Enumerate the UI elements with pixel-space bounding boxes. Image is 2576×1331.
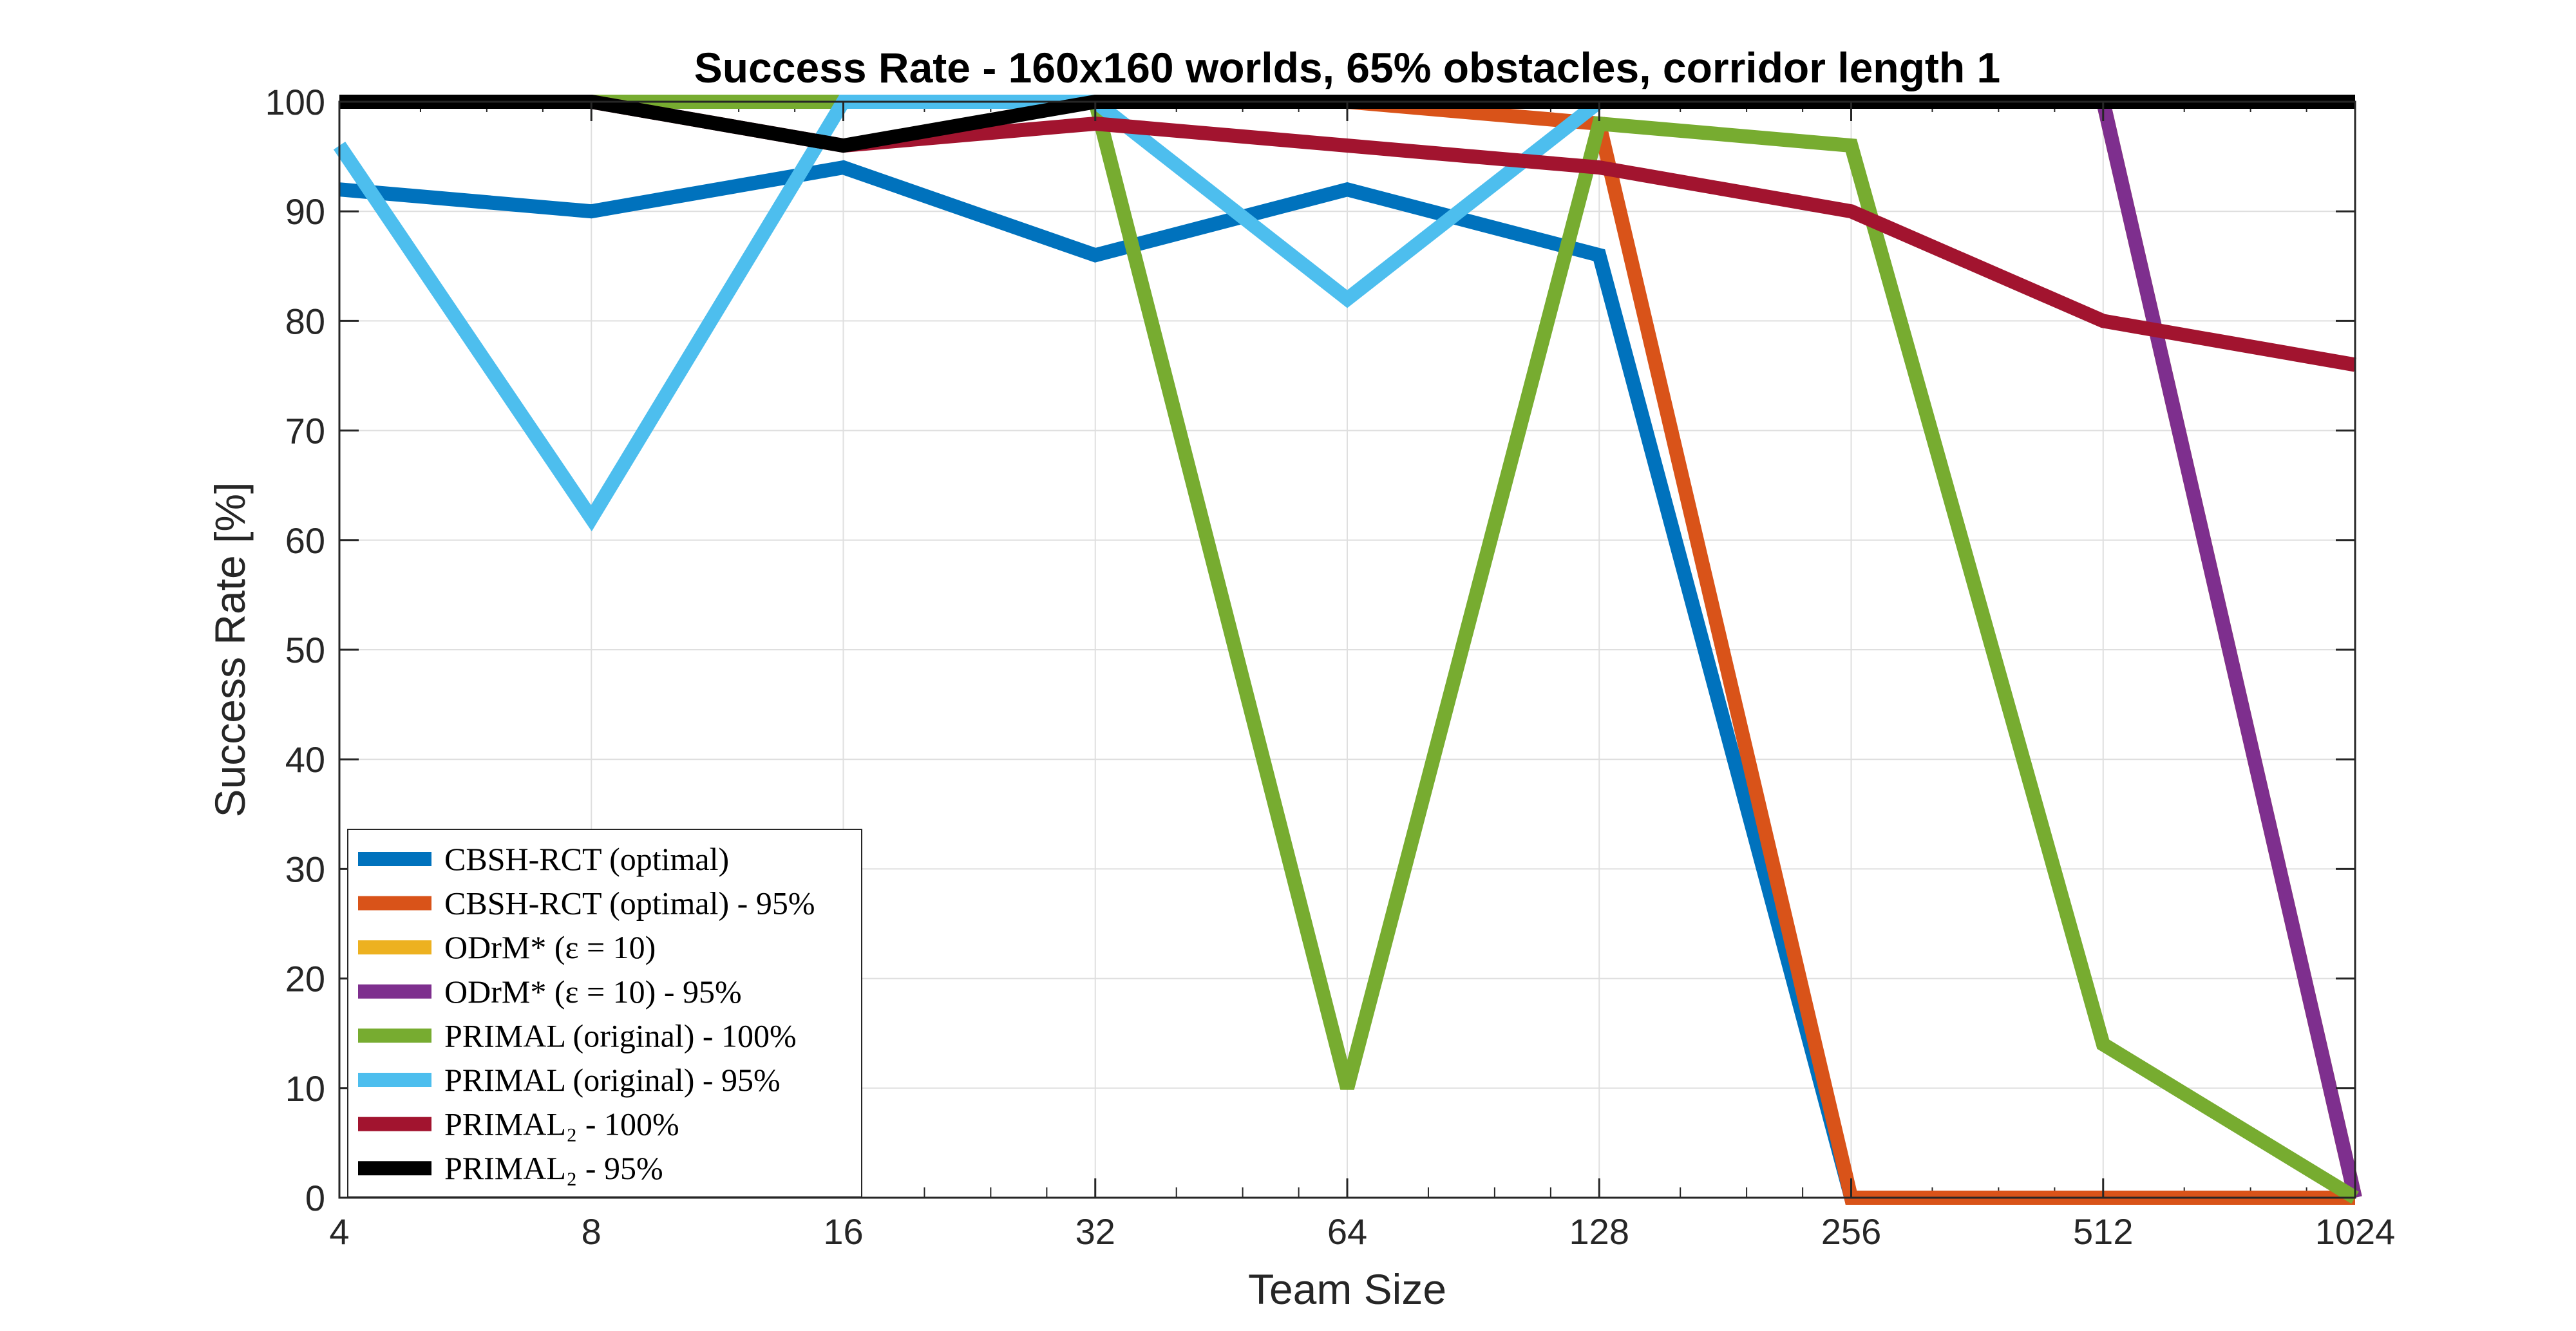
y-tick-label: 100	[265, 82, 325, 122]
legend-entry: ODrM* (ε = 10)	[444, 929, 656, 965]
legend-entry: PRIMAL₂ - 95%	[444, 1150, 663, 1186]
y-tick-label: 90	[285, 191, 325, 232]
y-tick-label: 20	[285, 959, 325, 999]
legend-entry: PRIMAL (original) - 95%	[444, 1062, 781, 1098]
legend-entry: PRIMAL (original) - 100%	[444, 1017, 797, 1053]
legend-entry: CBSH-RCT (optimal)	[444, 841, 729, 877]
y-tick-label: 80	[285, 301, 325, 341]
x-axis-label: Team Size	[1248, 1265, 1446, 1313]
y-tick-label: 30	[285, 849, 325, 889]
y-tick-label: 60	[285, 520, 325, 561]
x-tick-label: 16	[823, 1211, 863, 1252]
x-tick-label: 256	[1821, 1211, 1881, 1252]
legend: CBSH-RCT (optimal) CBSH-RCT (optimal) - 9…	[347, 829, 862, 1198]
x-tick-label: 128	[1569, 1211, 1629, 1252]
x-tick-label: 32	[1075, 1211, 1115, 1252]
tick-labels: 0 10 20 30 40 50 60 70 80 90 100 4 8 16 32 64 128 256 512 1…	[265, 82, 2396, 1252]
y-tick-label: 70	[285, 411, 325, 451]
y-tick-label: 40	[285, 739, 325, 780]
y-tick-label: 0	[305, 1178, 325, 1218]
x-tick-label: 64	[1327, 1211, 1367, 1252]
legend-entry: ODrM* (ε = 10) - 95%	[444, 974, 742, 1010]
y-tick-label: 50	[285, 630, 325, 670]
x-tick-label: 1024	[2315, 1211, 2396, 1252]
y-axis-label: Success Rate [%]	[206, 482, 254, 818]
legend-box	[347, 829, 862, 1198]
x-tick-label: 4	[329, 1211, 349, 1252]
x-tick-label: 512	[2073, 1211, 2133, 1252]
x-tick-label: 8	[582, 1211, 601, 1252]
y-tick-label: 10	[285, 1068, 325, 1109]
legend-entry: CBSH-RCT (optimal) - 95%	[444, 885, 815, 921]
legend-entry: PRIMAL₂ - 100%	[444, 1106, 679, 1142]
chart-title: Success Rate - 160x160 worlds, 65% obsta…	[694, 44, 2001, 91]
